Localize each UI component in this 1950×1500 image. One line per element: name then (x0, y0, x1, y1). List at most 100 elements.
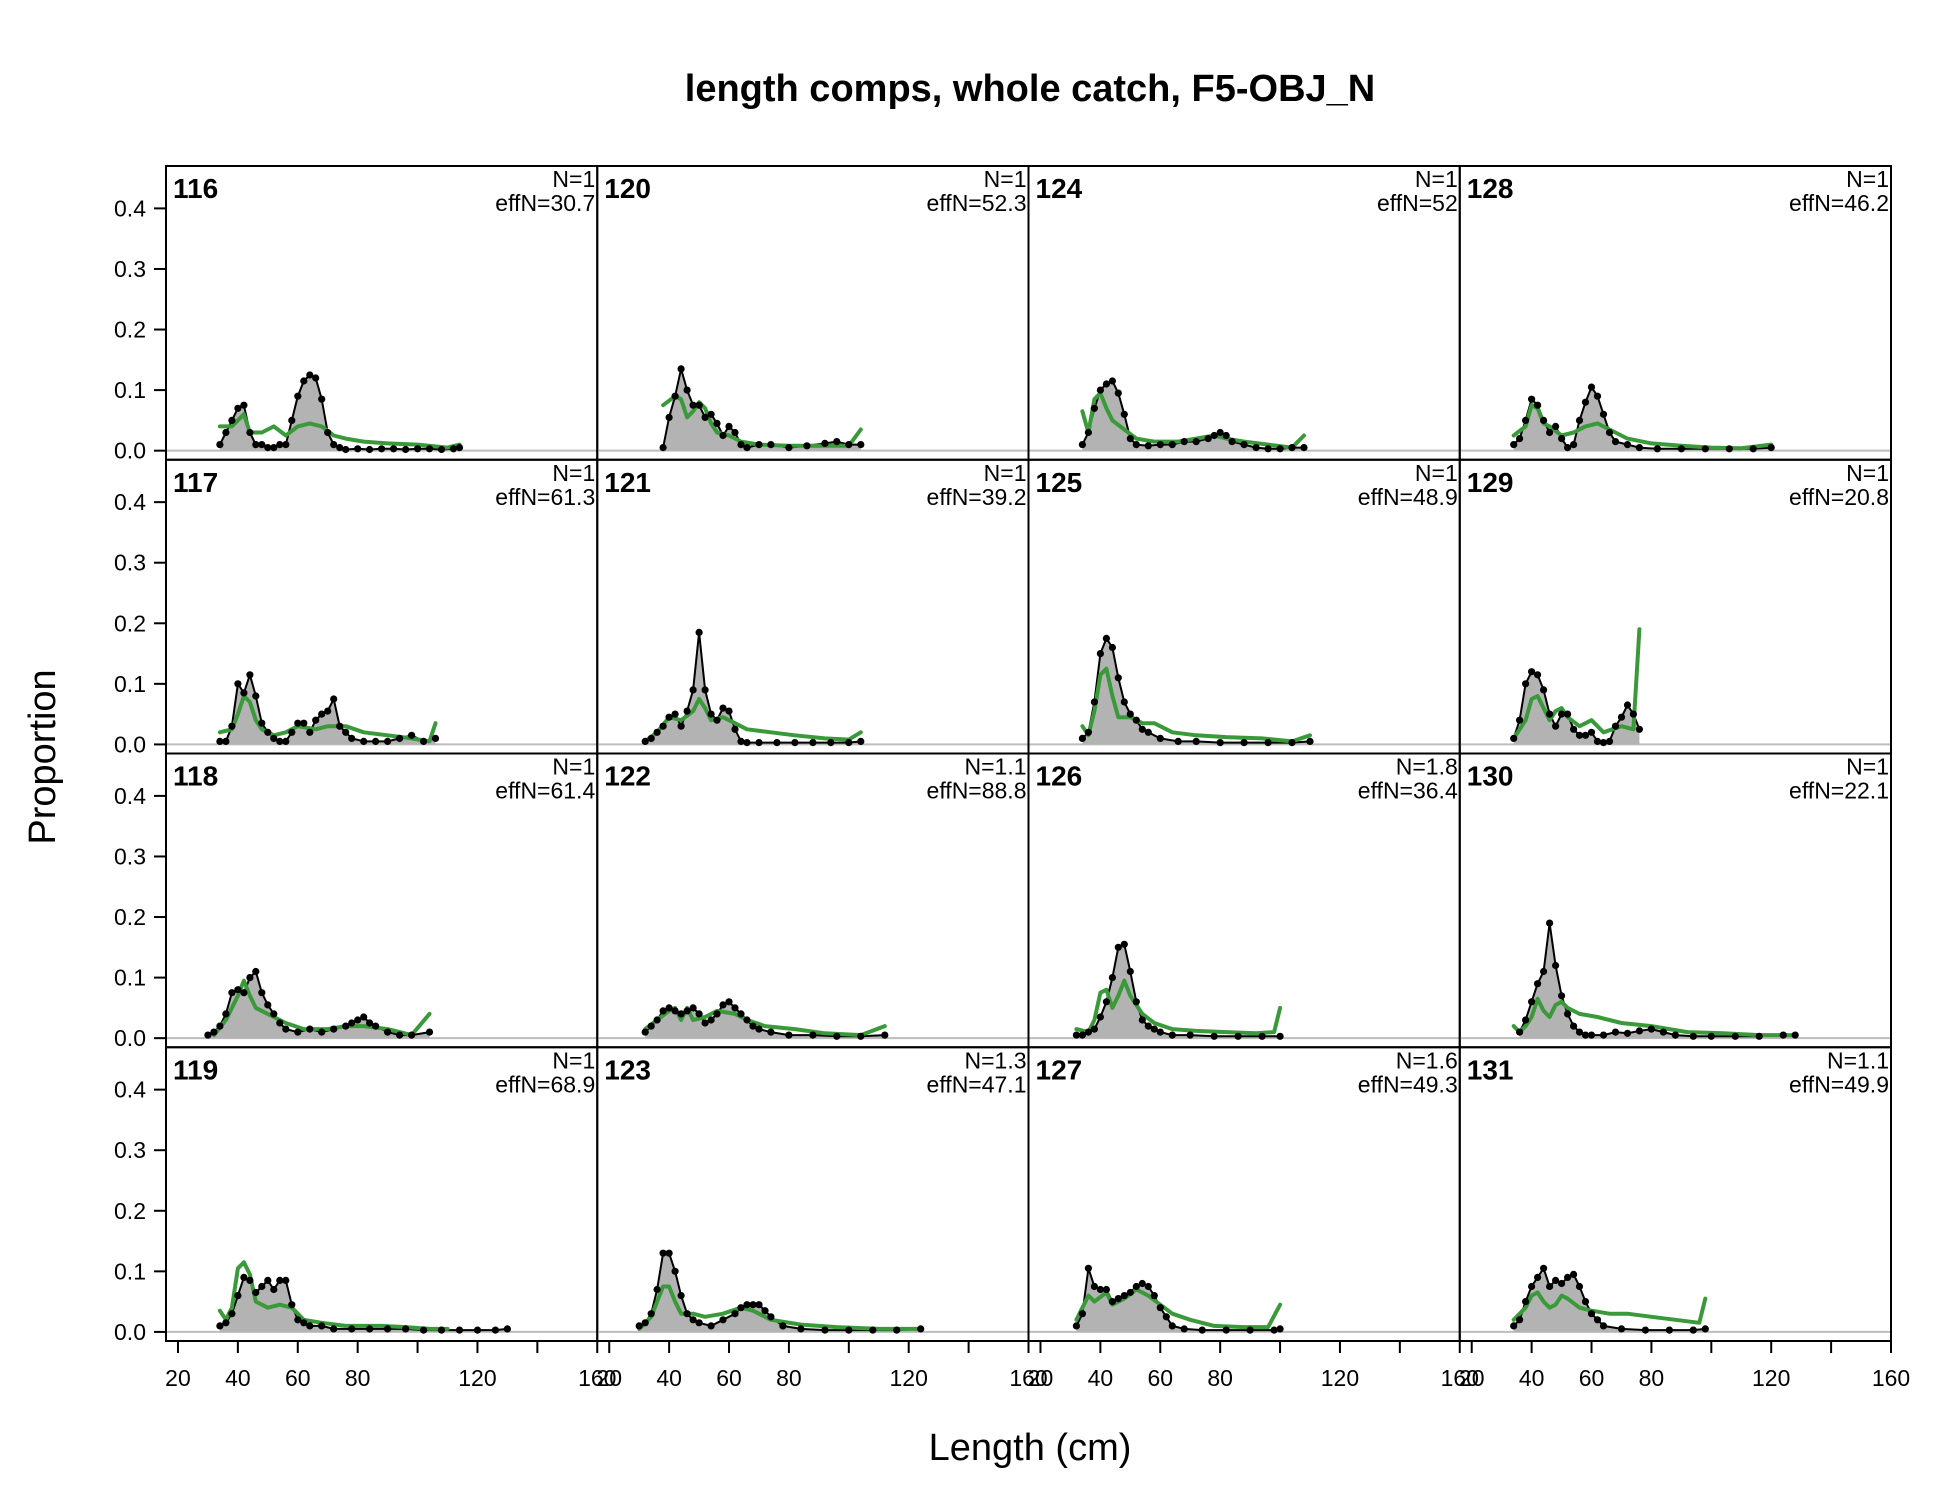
observed-point (1144, 728, 1152, 736)
observed-point (647, 734, 655, 743)
panel-label: 125 (1036, 467, 1083, 498)
observed-point (336, 722, 344, 730)
observed-point (1755, 1032, 1763, 1040)
panel-n-label: N=1 (1846, 754, 1889, 780)
observed-point (725, 707, 733, 715)
y-tick-label: 0.3 (114, 1137, 146, 1163)
panel-n-label: N=1 (552, 1047, 595, 1073)
observed-point (1090, 1282, 1098, 1291)
observed-point (1528, 395, 1536, 403)
y-tick-label: 0.4 (114, 783, 146, 809)
observed-point (1558, 1279, 1566, 1288)
observed-point (1528, 998, 1536, 1006)
observed-point (1150, 1292, 1158, 1300)
observed-point (1132, 998, 1140, 1006)
observed-point (1558, 992, 1566, 1000)
observed-point (1252, 444, 1260, 452)
observed-point (1276, 1032, 1284, 1040)
y-tick-label: 0.2 (114, 904, 146, 930)
observed-point (713, 716, 721, 724)
observed-point (1701, 445, 1709, 453)
observed-point (264, 444, 272, 452)
observed-point (306, 371, 314, 379)
observed-point (1096, 1285, 1104, 1294)
observed-point (743, 739, 751, 747)
observed-point (216, 1322, 224, 1330)
observed-point (222, 428, 230, 437)
y-tick-label: 0.2 (114, 317, 146, 343)
observed-point (384, 1028, 392, 1036)
y-tick-label: 0.4 (114, 489, 146, 515)
observed-point (1126, 1288, 1134, 1297)
x-tick-label: 40 (225, 1365, 251, 1391)
observed-point (1528, 1282, 1536, 1291)
observed-point (1552, 961, 1560, 970)
observed-point (1587, 728, 1596, 736)
observed-point (1617, 713, 1626, 721)
observed-point (222, 737, 230, 746)
observed-point (683, 707, 691, 715)
observed-point (1593, 392, 1602, 400)
observed-point (1522, 1016, 1530, 1024)
observed-point (659, 722, 667, 730)
observed-point (791, 739, 799, 747)
observed-point (641, 1028, 649, 1036)
x-tick-label: 160 (578, 1365, 616, 1391)
observed-point (1623, 441, 1632, 449)
observed-point (1156, 441, 1164, 449)
observed-point (354, 445, 362, 453)
observed-point (641, 1319, 649, 1327)
x-tick-label: 120 (1321, 1365, 1359, 1391)
panel-n-label: N=1.8 (1396, 754, 1458, 780)
observed-point (1575, 1028, 1584, 1036)
observed-point (917, 1325, 925, 1333)
panel-label: 120 (604, 173, 651, 204)
observed-point (1096, 386, 1104, 394)
observed-point (1096, 1013, 1104, 1021)
observed-point (449, 445, 458, 453)
expected-line (637, 1284, 923, 1331)
observed-point (1150, 1025, 1158, 1033)
observed-point (1534, 401, 1542, 409)
chart-title: length comps, whole catch, F5-OBJ_N (685, 68, 1375, 110)
panel-effn-label: effN=49.9 (1789, 1071, 1889, 1097)
panel-effn-label: effN=88.8 (927, 778, 1027, 804)
y-tick-label: 0.1 (114, 377, 146, 403)
observed-point (264, 728, 272, 736)
observed-point (845, 441, 853, 449)
panel-effn-label: effN=36.4 (1358, 778, 1458, 804)
observed-point (833, 1032, 841, 1040)
observed-point (324, 707, 332, 715)
panel-n-label: N=1 (984, 460, 1027, 486)
observed-point (1264, 739, 1272, 747)
observed-point (276, 737, 284, 746)
observed-point (1522, 1298, 1530, 1306)
observed-point (671, 710, 679, 718)
observed-point (1102, 1285, 1110, 1294)
y-tick-label: 0.1 (114, 1258, 146, 1284)
panel-n-label: N=1 (1846, 166, 1889, 192)
observed-point (1552, 722, 1560, 730)
observed-point (258, 989, 266, 997)
observed-point (677, 1292, 685, 1300)
observed-point (1180, 438, 1188, 446)
observed-point (366, 1019, 374, 1027)
observed-point (246, 671, 254, 679)
observed-point (1084, 1028, 1092, 1036)
observed-point (252, 1288, 260, 1297)
observed-point (1599, 1031, 1608, 1039)
observed-point (234, 404, 242, 412)
observed-point (348, 734, 356, 743)
observed-point (1210, 1032, 1218, 1040)
observed-point (420, 737, 428, 746)
observed-point (659, 1007, 667, 1015)
observed-point (1617, 1325, 1626, 1333)
panel-n-label: N=1.1 (964, 754, 1026, 780)
y-axis-title: Proportion (22, 669, 64, 844)
observed-point (1575, 416, 1584, 424)
observed-point (755, 739, 763, 747)
